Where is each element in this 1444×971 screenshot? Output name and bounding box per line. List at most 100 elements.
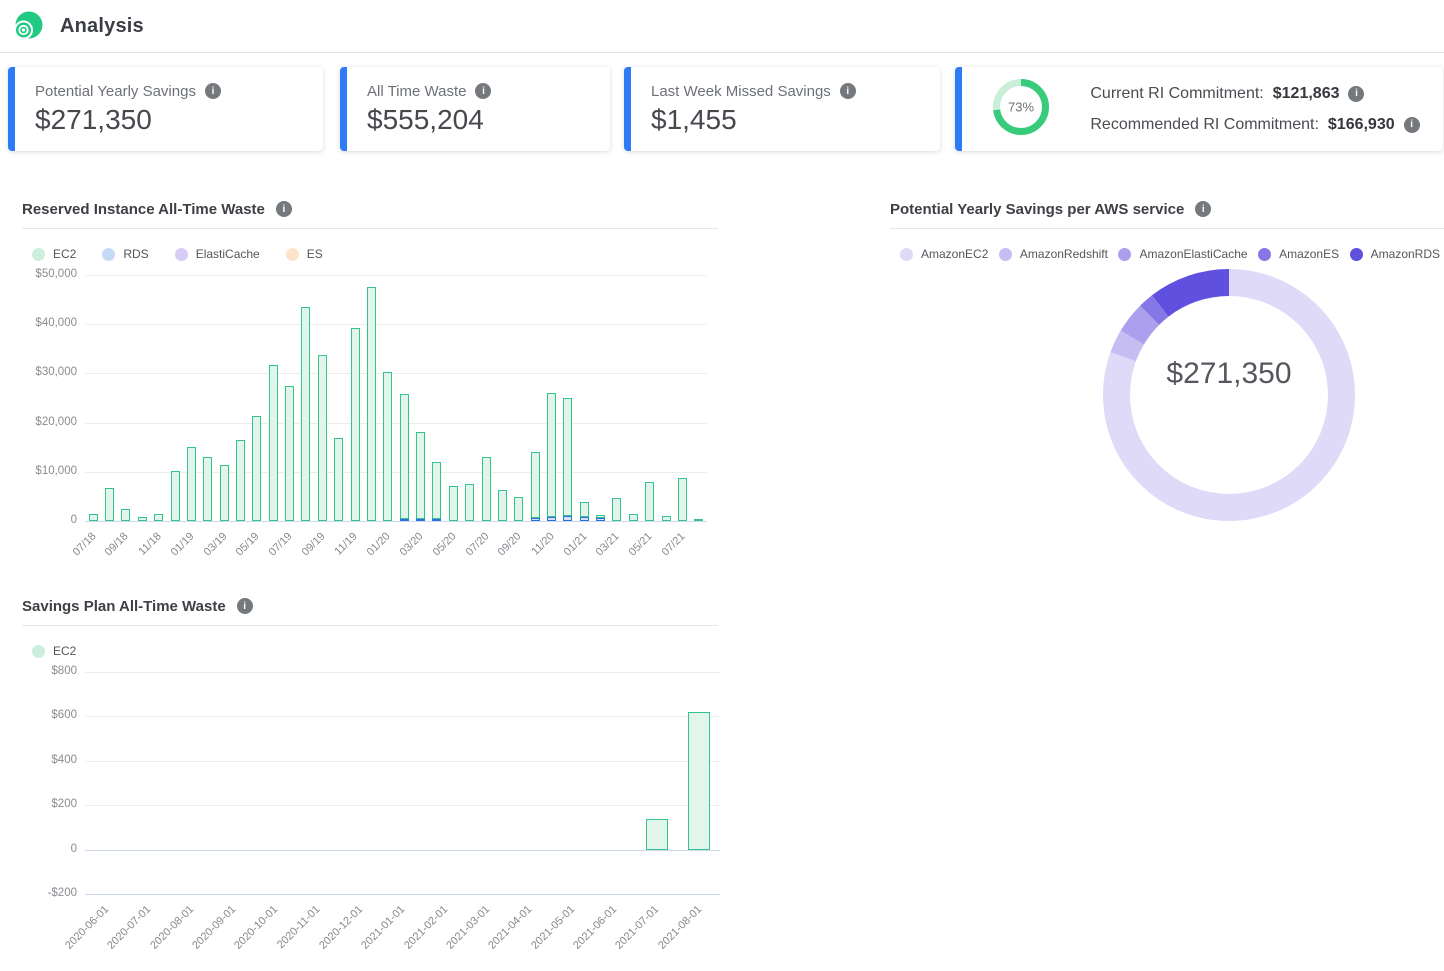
bar-ec2-03/19[interactable]	[219, 465, 229, 521]
bar-ec2-07/18[interactable]	[88, 513, 98, 521]
bar-rds-02/20[interactable]	[399, 518, 409, 521]
bar-ec2-09/19[interactable]	[317, 355, 327, 521]
info-icon[interactable]: i	[839, 83, 856, 99]
bar-ec2-06/19[interactable]	[268, 364, 278, 521]
legend-item-EC2[interactable]: EC2	[32, 247, 76, 261]
info-icon[interactable]: i	[1195, 201, 1212, 217]
bar-ec2-06/21[interactable]	[661, 515, 671, 521]
bar-rds-01/21[interactable]	[579, 516, 589, 521]
bar-ec2-02/21[interactable]	[596, 515, 606, 519]
bar-ec2-12/20[interactable]	[563, 398, 573, 516]
x-axis-label: 2021-07-01	[613, 903, 662, 952]
bar-ec2-04/20[interactable]	[432, 461, 442, 519]
gridline	[85, 894, 720, 895]
bar-rds-03/20[interactable]	[416, 518, 426, 521]
chart-savings-plan-all-time-waste: Savings Plan All-Time Waste i EC2 $800 $6…	[22, 596, 720, 960]
chart-title-row: Savings Plan All-Time Waste i	[22, 596, 718, 616]
bar-ec2-12/18[interactable]	[170, 470, 180, 521]
x-axis-label: 2020-07-01	[105, 903, 154, 952]
bar-ec2-07/21[interactable]	[677, 478, 687, 521]
x-axis-label: 09/20	[495, 530, 524, 559]
recommended-ri-commitment-label: Recommended RI Commitment:	[1090, 115, 1319, 133]
legend-item-RDS[interactable]: RDS	[102, 247, 149, 261]
chart-title: Savings Plan All-Time Waste	[22, 597, 226, 615]
bar-ec2-05/20[interactable]	[448, 485, 458, 521]
legend-dot	[285, 247, 299, 261]
bar-ec2-05/19[interactable]	[252, 416, 262, 521]
bar-ec2-02/19[interactable]	[203, 457, 213, 521]
bar-ec2-06/20[interactable]	[465, 483, 475, 521]
x-axis-label: 03/19	[201, 530, 230, 559]
gridline	[85, 716, 720, 718]
bar-ec2-07/20[interactable]	[481, 457, 491, 521]
info-icon[interactable]: i	[236, 598, 253, 614]
card-label: All Time Waste	[367, 82, 467, 100]
bar-ec2-09/20[interactable]	[514, 497, 524, 521]
card-all-time-waste: All Time Waste i $555,204	[340, 67, 610, 151]
bar-ec2-08/18[interactable]	[105, 487, 115, 521]
card-value: $271,350	[35, 103, 152, 135]
legend-item-EC2[interactable]: EC2	[32, 644, 76, 658]
bar-ec2-10/19[interactable]	[334, 438, 344, 521]
bar-ec2-2021-08-01[interactable]	[687, 711, 710, 850]
bar-ec2-03/20[interactable]	[416, 432, 426, 519]
bar-rds-11/20[interactable]	[547, 516, 556, 521]
y-axis-label: $400	[51, 753, 77, 766]
bar-ec2-10/18[interactable]	[137, 516, 147, 521]
bar-rds-02/21[interactable]	[596, 518, 606, 521]
legend-item-AmazonEC2[interactable]: AmazonEC2	[900, 247, 988, 261]
info-icon[interactable]: i	[1348, 85, 1365, 102]
info-icon[interactable]: i	[204, 83, 221, 99]
legend-item-ElastiCache[interactable]: ElastiCache	[174, 247, 260, 261]
y-axis-label: $10,000	[35, 464, 77, 477]
x-axis-label: 07/18	[70, 530, 99, 559]
bar-rds-04/20[interactable]	[432, 518, 442, 521]
donut-center-label: $271,350	[1166, 357, 1292, 390]
bar-ec2-11/20[interactable]	[547, 392, 556, 517]
bar-ec2-03/21[interactable]	[612, 497, 622, 521]
legend-dot	[174, 247, 188, 261]
bar-ec2-04/19[interactable]	[236, 440, 245, 521]
bar-ec2-12/19[interactable]	[366, 286, 376, 521]
info-icon[interactable]: i	[475, 83, 492, 99]
bar-ec2-10/20[interactable]	[530, 451, 540, 519]
bar-ec2-08/21[interactable]	[694, 519, 704, 521]
x-axis-label: 2021-02-01	[401, 903, 450, 952]
bar-ec2-05/21[interactable]	[645, 482, 655, 521]
x-axis-label: 03/21	[594, 530, 623, 559]
bar-rds-12/20[interactable]	[563, 515, 573, 521]
bar-ec2-01/19[interactable]	[186, 446, 196, 521]
gridline	[85, 521, 707, 522]
bar-ec2-01/21[interactable]	[579, 502, 589, 517]
legend-item-ES[interactable]: ES	[285, 247, 323, 261]
bar-ec2-2021-07-01[interactable]	[645, 818, 668, 850]
legend-label: AmazonES	[1279, 247, 1340, 261]
card-potential-yearly-savings: Potential Yearly Savings i $271,350	[8, 67, 323, 151]
ri-commitment-rows: Current RI Commitment: $121,863 i Recomm…	[1090, 85, 1420, 134]
bar-ec2-04/21[interactable]	[628, 514, 638, 521]
bar-ec2-08/20[interactable]	[497, 489, 507, 521]
legend-item-AmazonRDS[interactable]: AmazonRDS	[1349, 247, 1440, 261]
divider	[22, 625, 718, 626]
bar-ec2-07/19[interactable]	[285, 386, 295, 521]
donut-slice-AmazonRDS[interactable]	[1103, 269, 1355, 521]
bar-rds-10/20[interactable]	[530, 518, 540, 521]
bar-ec2-11/19[interactable]	[350, 327, 360, 521]
info-icon[interactable]: i	[275, 201, 292, 217]
legend-dot	[1258, 247, 1272, 261]
x-axis-label: 03/20	[397, 530, 426, 559]
card-label-row: Last Week Missed Savings i	[651, 83, 940, 100]
gauge-percent-label: 73%	[1008, 99, 1034, 114]
legend-item-AmazonElastiCache[interactable]: AmazonElastiCache	[1118, 247, 1248, 261]
info-icon[interactable]: i	[1403, 116, 1420, 133]
bar-ec2-08/19[interactable]	[301, 306, 311, 521]
card-value: $555,204	[367, 103, 484, 135]
bar-ec2-02/20[interactable]	[399, 393, 409, 519]
legend-item-AmazonRedshift[interactable]: AmazonRedshift	[998, 247, 1108, 261]
gauge-arc	[993, 78, 1050, 135]
bar-ec2-01/20[interactable]	[383, 372, 393, 521]
gridline	[85, 760, 720, 762]
legend-item-AmazonES[interactable]: AmazonES	[1258, 247, 1339, 261]
bar-ec2-09/18[interactable]	[121, 508, 131, 521]
bar-ec2-11/18[interactable]	[154, 514, 164, 521]
